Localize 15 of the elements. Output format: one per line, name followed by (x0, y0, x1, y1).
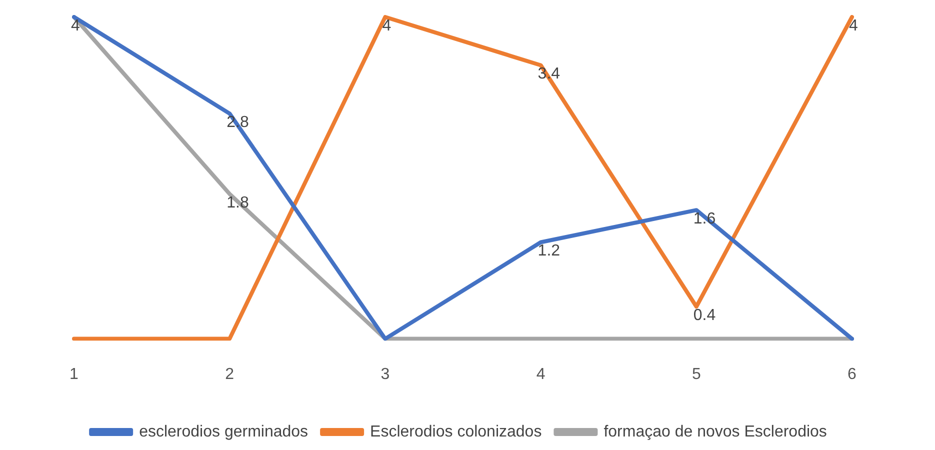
data-label: 4 (382, 17, 392, 34)
x-tick-label: 1 (70, 366, 79, 383)
x-tick-label: 4 (536, 366, 546, 383)
x-tick-label: 6 (848, 366, 857, 383)
data-label: 4 (71, 17, 80, 34)
data-label: 0.4 (693, 307, 716, 324)
legend-label: esclerodios germinados (139, 423, 308, 440)
x-tick-label: 2 (225, 366, 234, 383)
data-label: 4 (849, 17, 858, 34)
data-label: 1.8 (226, 194, 249, 212)
legend-label: formaçao de novos Esclerodios (604, 423, 827, 440)
x-tick-label: 3 (380, 366, 390, 383)
x-tick-label: 5 (692, 366, 701, 383)
data-label: 1.2 (538, 242, 560, 260)
legend-label: Esclerodios colonizados (370, 423, 542, 440)
